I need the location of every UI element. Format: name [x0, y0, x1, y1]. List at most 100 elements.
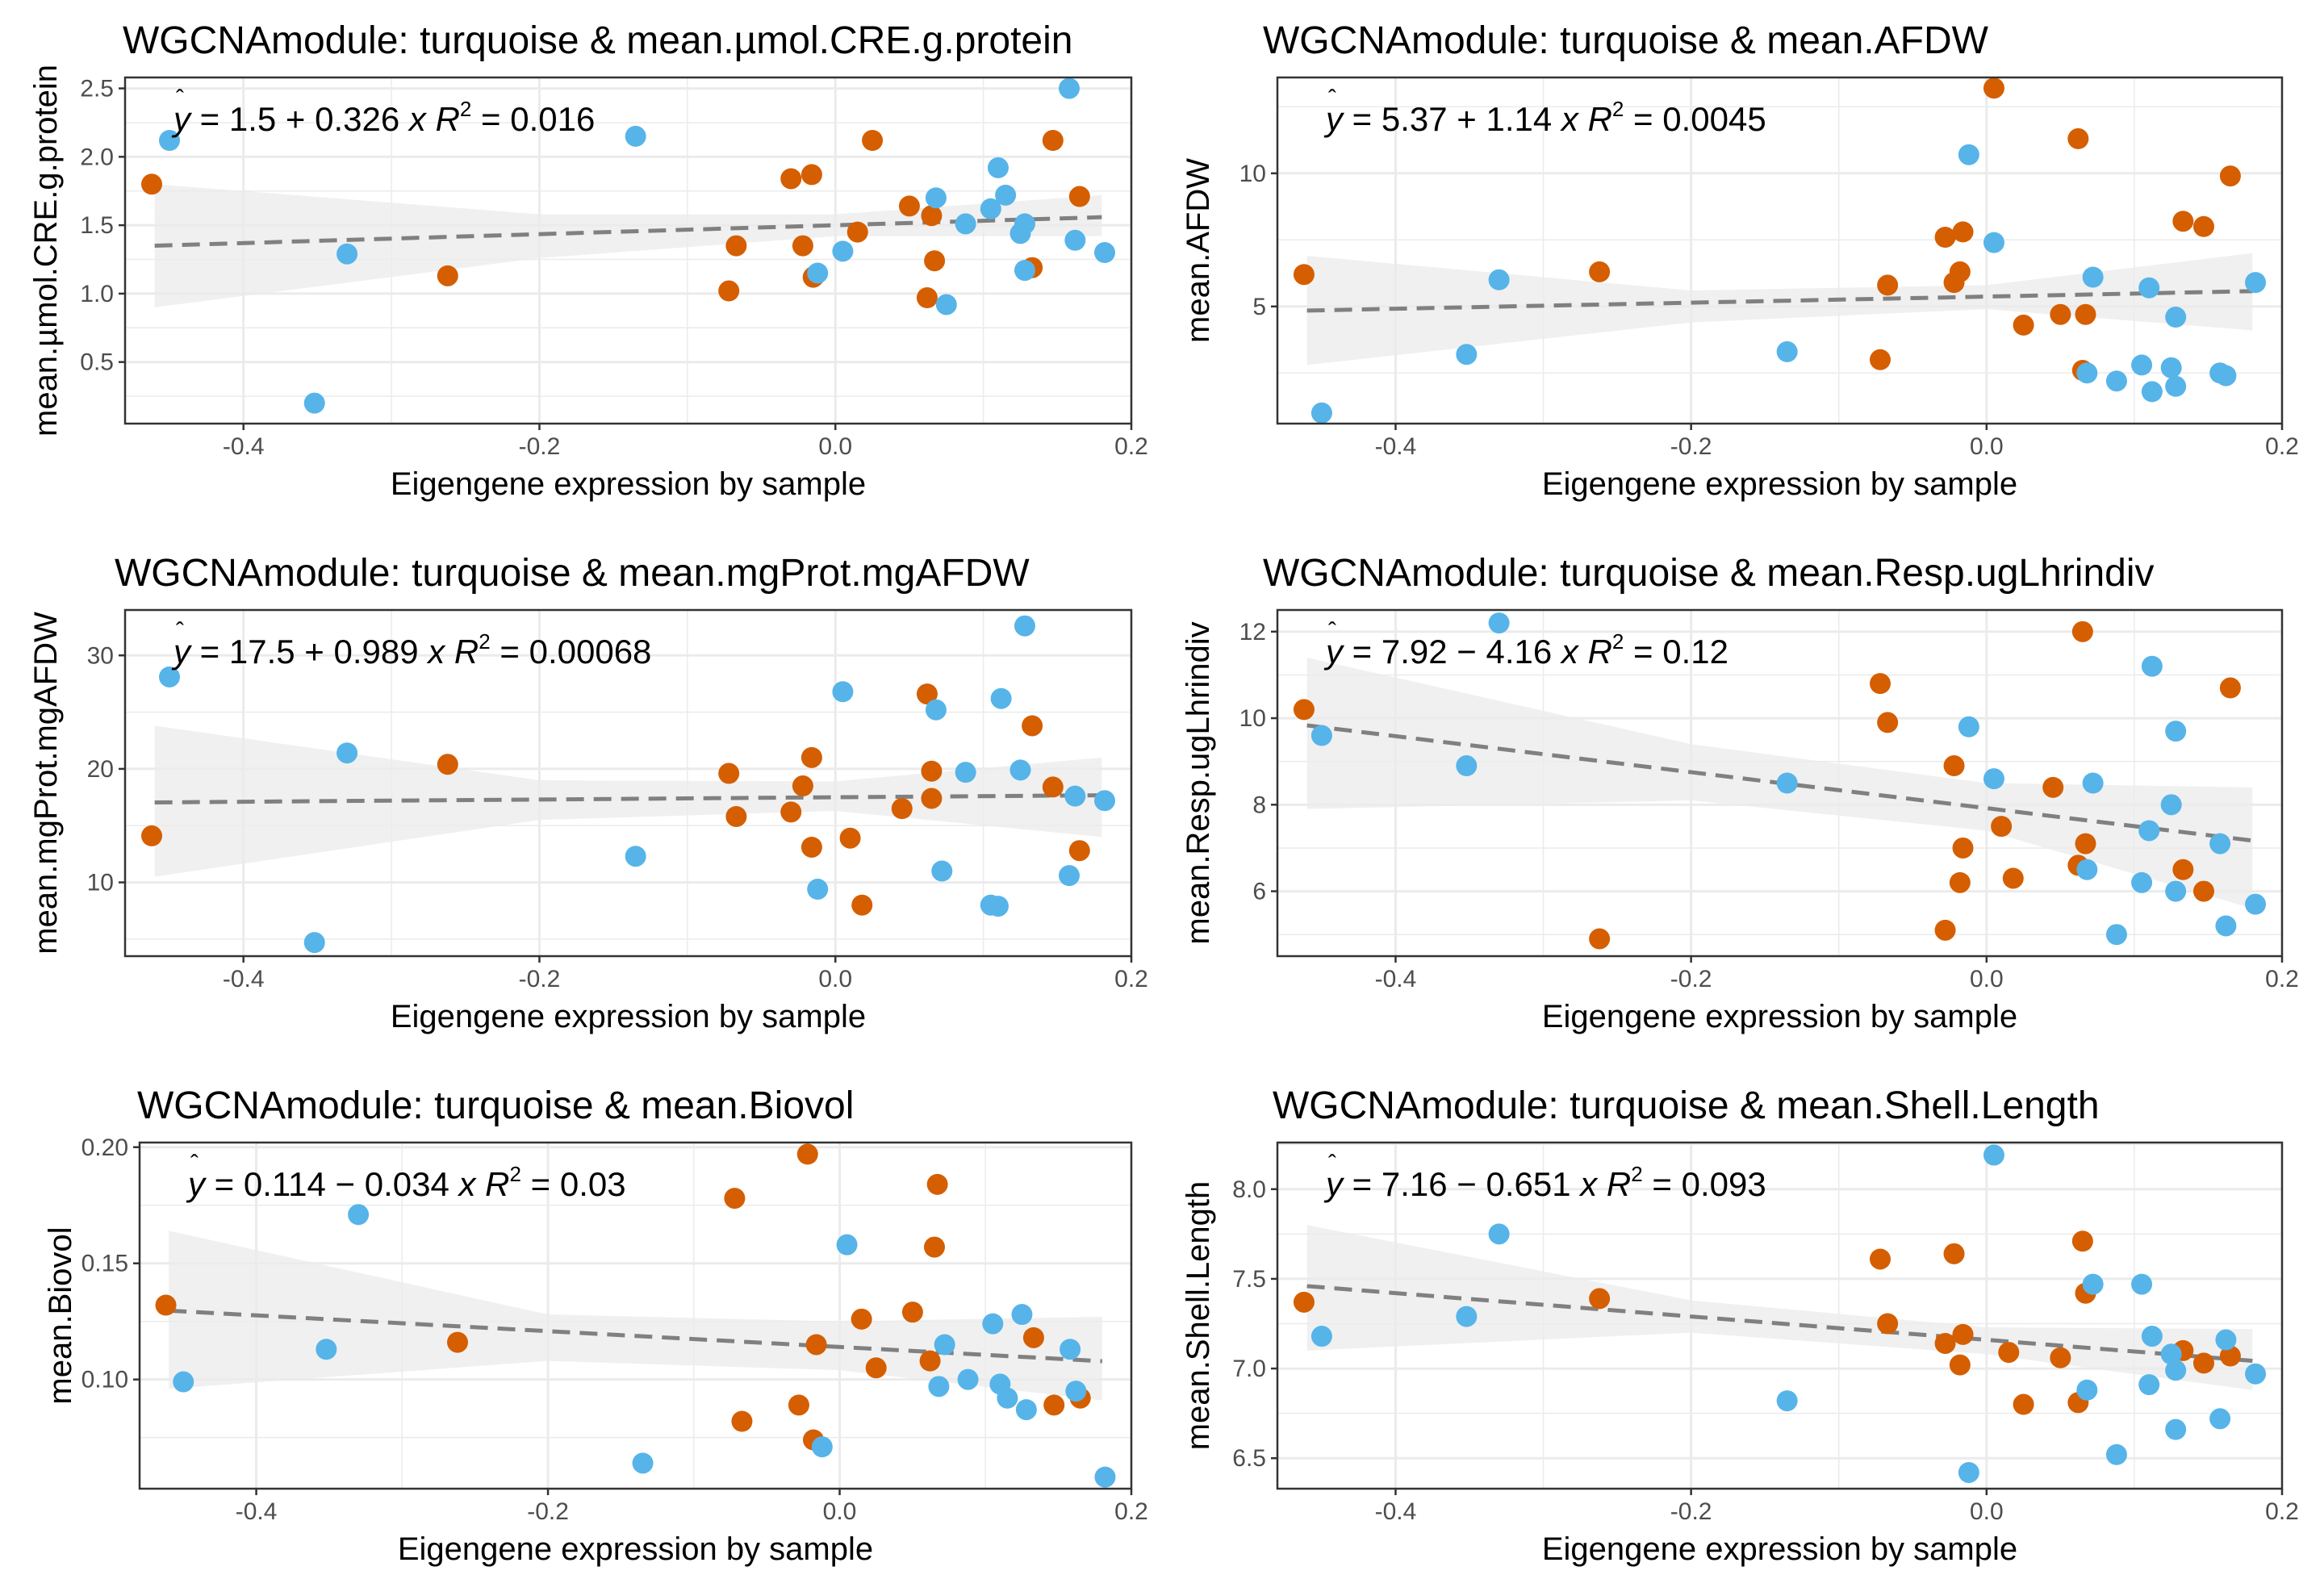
data-point-orange: [921, 788, 943, 809]
data-point-blue: [2209, 833, 2231, 854]
panel-2: -0.4 -0.2 0.0 0.2 5 10 Eigengene expression by…: [1181, 19, 2299, 502]
data-point-blue: [990, 687, 1012, 709]
data-point-orange: [1589, 928, 1611, 950]
data-point-blue: [2131, 1273, 2153, 1295]
data-point-orange: [805, 1334, 827, 1356]
data-point-blue: [1776, 772, 1798, 794]
data-point-orange: [851, 1308, 872, 1330]
data-point-orange: [141, 825, 163, 846]
y-tick-label: 7.0: [1232, 1356, 1266, 1382]
data-point-orange: [2075, 303, 2096, 325]
data-point-orange: [916, 287, 938, 308]
data-point-blue: [2165, 880, 2187, 902]
data-point-blue: [1011, 1304, 1033, 1326]
data-point-blue: [832, 681, 854, 703]
x-tick-label: 0.2: [2265, 1498, 2299, 1525]
data-point-orange: [2219, 165, 2241, 187]
panel-border: [1276, 608, 2284, 958]
x-tick-label: -0.2: [519, 433, 561, 460]
y-tick-label: 0.5: [80, 349, 114, 376]
data-point-blue: [1014, 213, 1035, 235]
data-point-orange: [921, 760, 943, 782]
trend-line: [154, 215, 1102, 249]
x-axis-label: Eigengene expression by sample: [1542, 999, 2017, 1034]
x-tick-label: 0.0: [1970, 966, 2004, 992]
panel-title: WGCNAmodule: turquoise & mean.Shell.Leng…: [1273, 1084, 2100, 1127]
y-axis-label: mean.Biovol: [43, 1226, 78, 1404]
y-tick-label: 20: [87, 756, 114, 783]
y-tick-label: 8: [1252, 792, 1266, 818]
data-point-blue: [1093, 242, 1115, 264]
trend-line: [1306, 289, 2253, 313]
data-point-orange: [2219, 1345, 2241, 1367]
data-point-orange: [919, 1350, 941, 1372]
y-tick-label: 6: [1252, 879, 1266, 905]
data-point-blue: [2215, 915, 2237, 937]
data-point-orange: [792, 235, 813, 257]
data-point-orange: [1042, 776, 1064, 798]
regression-equation: y = 5.37 + 1.14 x R2 = 0.0045: [1323, 97, 1766, 138]
data-point-orange: [1293, 699, 1315, 721]
data-point-orange: [1589, 261, 1611, 282]
data-point-orange: [2050, 1347, 2071, 1368]
plot-area: [1277, 77, 2282, 424]
data-point-blue: [925, 699, 947, 721]
y-tick-label: 2.0: [80, 144, 114, 170]
data-point-orange: [1943, 1243, 1965, 1264]
y-axis-label: mean.Shell.Length: [1181, 1181, 1216, 1451]
data-point-orange: [924, 250, 946, 272]
data-point-orange: [447, 1331, 469, 1353]
data-point-blue: [2245, 1363, 2267, 1385]
data-point-orange: [1293, 1291, 1315, 1313]
data-point-orange: [800, 164, 822, 186]
panel-title: WGCNAmodule: turquoise & mean.AFDW: [1263, 19, 1989, 62]
data-point-orange: [718, 762, 740, 784]
data-point-blue: [931, 860, 953, 882]
data-point-blue: [2131, 871, 2153, 893]
x-tick-label: -0.4: [1375, 433, 1417, 460]
data-point-blue: [1014, 260, 1035, 282]
data-point-blue: [2165, 307, 2187, 328]
data-point-orange: [2013, 1393, 2034, 1415]
data-point-orange: [1934, 1332, 1956, 1354]
data-point-orange: [2071, 620, 2093, 642]
data-point-orange: [731, 1410, 753, 1432]
x-tick-label: 0.0: [818, 433, 852, 460]
data-point-blue: [2076, 1379, 2098, 1401]
y-tick-label: 30: [87, 642, 114, 669]
x-tick-label: -0.2: [527, 1498, 569, 1525]
y-tick-label: 6.5: [1232, 1445, 1266, 1472]
data-point-blue: [159, 666, 181, 687]
x-axis-label: Eigengene expression by sample: [1542, 466, 2017, 502]
panel-6: -0.4 -0.2 0.0 0.2 6.5 7.0 7.5 8.0 Eigengene expr…: [1181, 1084, 2299, 1567]
x-tick-label: 0.0: [823, 1498, 857, 1525]
data-point-blue: [955, 762, 976, 783]
data-point-orange: [898, 195, 920, 217]
data-point-orange: [1043, 1394, 1065, 1416]
data-point-blue: [173, 1371, 194, 1393]
data-point-blue: [336, 742, 358, 764]
data-point-blue: [1058, 77, 1080, 99]
x-tick-label: -0.2: [1670, 966, 1712, 992]
data-point-blue: [2076, 362, 2098, 384]
data-point-blue: [987, 157, 1009, 178]
data-point-blue: [811, 1436, 833, 1458]
data-point-blue: [2215, 365, 2237, 386]
panel-4: -0.4 -0.2 0.0 0.2 6 8 10 12 Eigengene expression…: [1181, 552, 2299, 1034]
y-axis-label: mean.µmol.CRE.g.protein: [28, 65, 64, 437]
data-point-orange: [1952, 221, 1974, 243]
y-tick-label: 0.10: [82, 1367, 128, 1393]
data-point-orange: [2219, 677, 2241, 699]
y-axis-label: mean.AFDW: [1181, 158, 1216, 343]
data-point-blue: [2082, 772, 2104, 794]
y-tick-label: 0.20: [82, 1134, 128, 1161]
x-tick-label: -0.2: [1670, 433, 1712, 460]
panel-title: WGCNAmodule: turquoise & mean.µmol.CRE.g…: [123, 19, 1072, 62]
data-point-orange: [916, 683, 938, 705]
data-point-orange: [1949, 1354, 1971, 1376]
data-point-blue: [1983, 232, 2004, 253]
data-point-blue: [1015, 1399, 1037, 1421]
data-point-blue: [957, 1368, 979, 1390]
data-point-blue: [1776, 1390, 1798, 1412]
